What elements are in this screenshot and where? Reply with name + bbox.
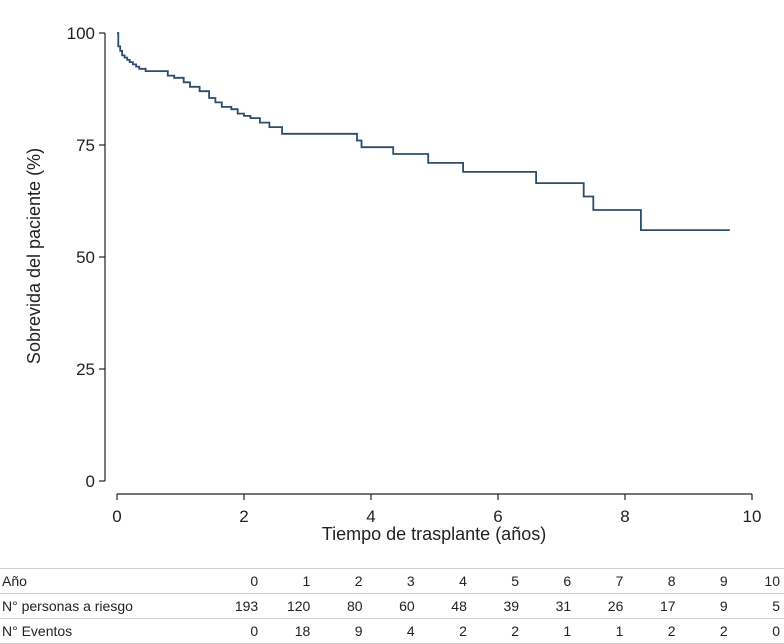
table-cell: 10 — [731, 568, 784, 594]
table-cell: 4 — [366, 618, 419, 644]
x-tick-label: 8 — [620, 507, 629, 526]
table-cell: 1 — [523, 618, 576, 644]
table-cell: 9 — [679, 593, 732, 619]
y-axis: 0 25 50 75 100 — [67, 24, 106, 491]
events-row: N° Eventos 0 18 9 4 2 2 1 1 2 2 0 — [0, 618, 784, 644]
y-tick-label: 50 — [76, 248, 95, 267]
y-tick-label: 100 — [67, 24, 95, 43]
row-label: N° Eventos — [0, 618, 210, 644]
survival-curve — [117, 32, 730, 231]
table-cell: 31 — [523, 593, 576, 619]
table-cell: 4 — [418, 568, 471, 594]
table-cell: 193 — [210, 593, 263, 619]
at-risk-row: N° personas a riesgo 193 120 80 60 48 39 31 26 17… — [0, 593, 784, 619]
table-cell: 2 — [418, 618, 471, 644]
y-tick-label: 25 — [76, 360, 95, 379]
table-cell: 26 — [575, 593, 628, 619]
table-cell: 9 — [679, 568, 732, 594]
table-cell: 48 — [418, 593, 471, 619]
table-cell: 60 — [366, 593, 419, 619]
table-cell: 8 — [627, 568, 680, 594]
table-cell: 5 — [731, 593, 784, 619]
table-cell: 2 — [627, 618, 680, 644]
x-tick-label: 10 — [743, 507, 762, 526]
x-tick-label: 0 — [112, 507, 121, 526]
x-tick-label: 4 — [366, 507, 375, 526]
row-label: N° personas a riesgo — [0, 593, 210, 619]
table-cell: 1 — [575, 618, 628, 644]
table-cell: 6 — [523, 568, 576, 594]
table-cell: 9 — [314, 618, 367, 644]
survival-chart: 0 25 50 75 100 0 2 4 6 8 10 Sobrevida del pacient… — [24, 24, 762, 544]
x-tick-label: 2 — [239, 507, 248, 526]
year-row: Año 0 1 2 3 4 5 6 7 8 9 10 — [0, 568, 784, 594]
row-label: Año — [0, 568, 210, 594]
table-cell: 17 — [627, 593, 680, 619]
risk-table: Año 0 1 2 3 4 5 6 7 8 9 10 N° personas a riesgo 193 12… — [0, 568, 784, 644]
table-cell: 0 — [210, 618, 263, 644]
table-cell: 7 — [575, 568, 628, 594]
table-cell: 39 — [470, 593, 524, 619]
table-cell: 1 — [262, 568, 315, 594]
y-tick-label: 75 — [76, 136, 95, 155]
y-tick-label: 0 — [86, 472, 95, 491]
y-axis-title: Sobrevida del paciente (%) — [24, 148, 44, 364]
table-cell: 2 — [679, 618, 732, 644]
table-cell: 5 — [470, 568, 524, 594]
table-cell: 18 — [262, 618, 315, 644]
x-axis-title: Tiempo de trasplante (años) — [322, 524, 546, 544]
table-cell: 0 — [210, 568, 263, 594]
table-cell: 120 — [262, 593, 315, 619]
table-cell: 2 — [314, 568, 367, 594]
plot-area — [117, 32, 730, 231]
x-tick-label: 6 — [493, 507, 502, 526]
x-axis: 0 2 4 6 8 10 — [112, 493, 762, 526]
table-cell: 0 — [731, 618, 784, 644]
table-cell: 80 — [314, 593, 367, 619]
table-cell: 3 — [366, 568, 419, 594]
table-cell: 2 — [470, 618, 524, 644]
